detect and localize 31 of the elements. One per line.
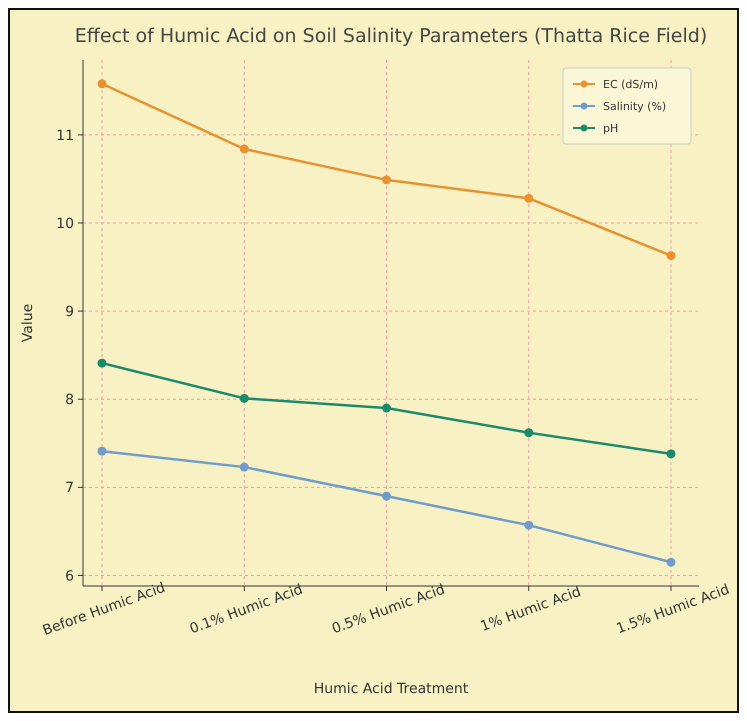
chart-title: Effect of Humic Acid on Soil Salinity Parameters (Thatta Rice Field)	[74, 25, 708, 47]
point	[240, 144, 249, 154]
x-axis-title: Humic Acid Treatment	[314, 681, 469, 697]
point	[382, 404, 391, 413]
x-tick-label: 1% Humic Acid	[478, 584, 584, 636]
point	[240, 394, 249, 403]
point	[524, 194, 534, 203]
point	[98, 79, 106, 88]
point	[666, 558, 676, 567]
point	[98, 358, 106, 368]
legend-label: Salinity (%)	[603, 100, 666, 113]
point	[666, 449, 676, 458]
y-tick-label: 8	[65, 392, 74, 408]
x-tick-label: 1.5% Humic Acid	[614, 582, 732, 638]
legend-label: EC (dS/m)	[603, 78, 658, 91]
point	[240, 462, 249, 472]
y-tick-label: 11	[56, 128, 74, 144]
point	[666, 251, 676, 260]
point	[382, 175, 391, 184]
x-tick-label: 0.1% Humic Acid	[188, 582, 305, 638]
x-tick-label: 0.5% Humic Acid	[330, 582, 448, 638]
point	[382, 492, 391, 501]
y-tick-label: 10	[56, 216, 74, 232]
point	[524, 428, 534, 438]
y-tick-label: 7	[65, 480, 74, 496]
legend-label: pH	[603, 122, 618, 135]
y-tick-label: 9	[65, 304, 74, 320]
point	[98, 446, 106, 456]
point	[524, 520, 534, 530]
y-tick-label: 6	[65, 568, 74, 584]
y-axis-title: Value	[20, 304, 36, 342]
